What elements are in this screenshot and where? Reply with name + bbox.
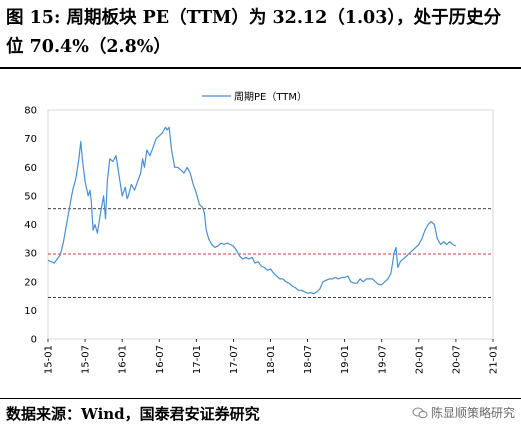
watermark: 陈显顺策略研究 — [412, 404, 515, 421]
y-tick-label: 80 — [24, 106, 37, 117]
y-tick-label: 50 — [24, 191, 37, 202]
x-tick-label: 20-07 — [451, 345, 462, 374]
x-tick-label: 15-01 — [44, 345, 55, 374]
y-tick-label: 40 — [24, 220, 37, 231]
watermark-text: 陈显顺策略研究 — [430, 406, 515, 420]
y-tick-label: 20 — [24, 277, 37, 288]
title-divider — [0, 67, 521, 69]
x-tick-label: 17-07 — [229, 345, 240, 374]
source-divider — [0, 398, 521, 399]
x-tick-label: 15-07 — [81, 345, 92, 374]
pe-line-chart: 0 10 20 30 40 50 60 70 80 15-01 15-07 16-01 16-07 17… — [24, 91, 500, 374]
legend-label: 周期PE（TTM） — [234, 91, 307, 103]
wechat-icon — [412, 406, 428, 418]
x-tick-label: 19-07 — [377, 345, 388, 374]
x-tick-label: 18-07 — [303, 345, 314, 374]
x-tick-label: 16-01 — [118, 345, 129, 374]
y-tick-label: 10 — [24, 306, 37, 317]
x-tick-label: 18-01 — [266, 345, 277, 374]
figure-title: 图 15: 周期板块 PE（TTM）为 32.12（1.03），处于历史分位 7… — [6, 8, 502, 57]
source-note: 数据来源：Wind，国泰君安证券研究 — [6, 405, 260, 423]
x-tick-label: 20-01 — [414, 345, 425, 374]
y-tick-label: 0 — [31, 335, 37, 346]
chart-legend: 周期PE（TTM） — [202, 91, 307, 103]
x-tick-label: 17-01 — [192, 345, 203, 374]
y-tick-label: 60 — [24, 163, 37, 174]
y-tick-label: 70 — [24, 134, 37, 145]
y-tick-label: 30 — [24, 249, 37, 260]
plot-area — [47, 109, 494, 340]
x-tick-label: 21-01 — [489, 345, 500, 374]
series-line-1 — [47, 126, 457, 295]
x-tick-label: 16-07 — [155, 345, 166, 374]
x-tick-label: 19-01 — [340, 345, 351, 374]
